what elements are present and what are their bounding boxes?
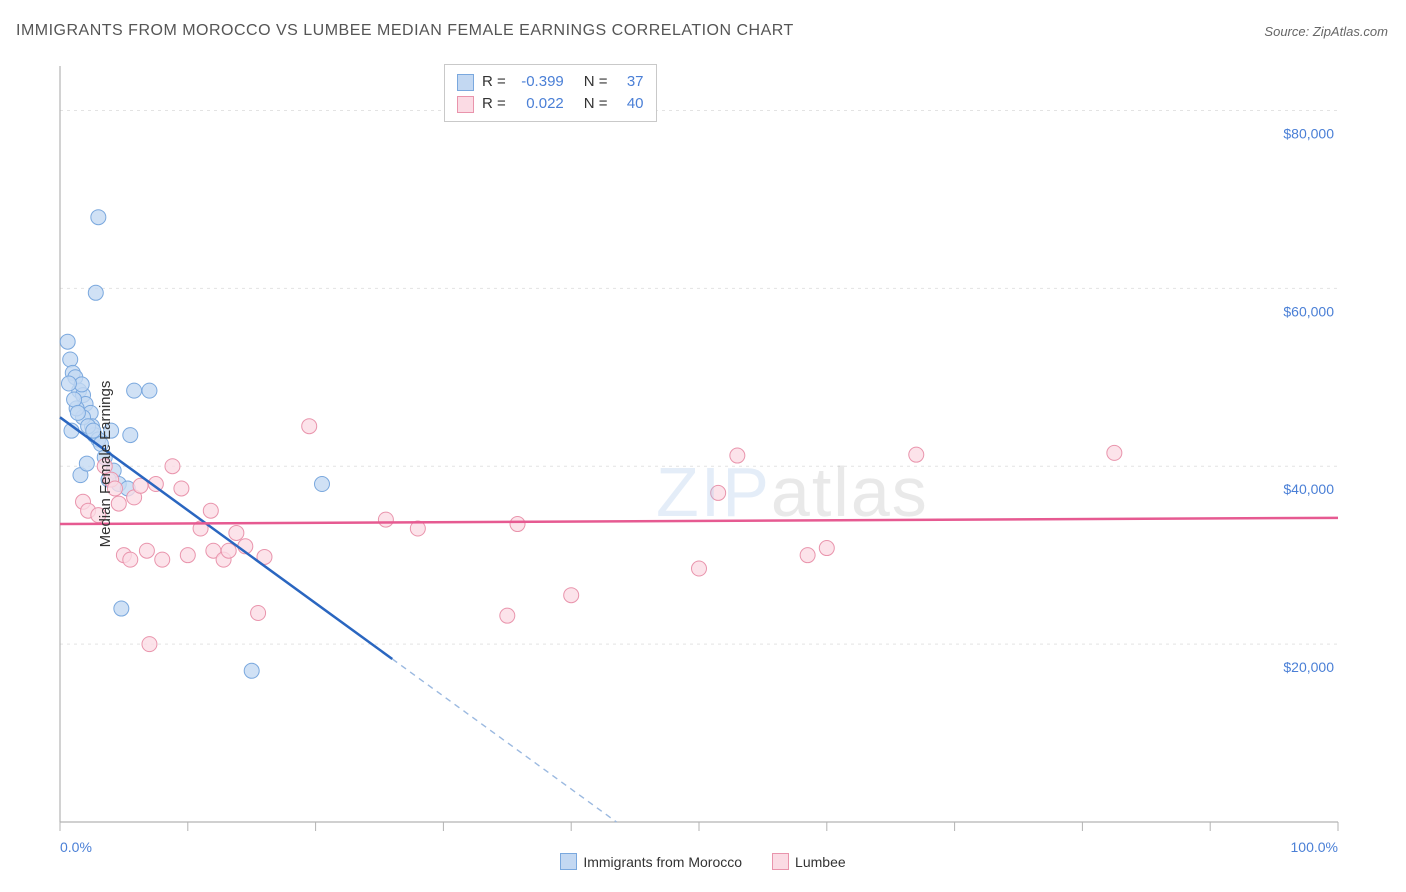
stats-r-label: R = (482, 71, 506, 93)
legend-swatch-lumbee (772, 853, 789, 870)
source-name: ZipAtlas.com (1313, 24, 1388, 39)
svg-text:$40,000: $40,000 (1283, 481, 1334, 497)
svg-text:$60,000: $60,000 (1283, 303, 1334, 319)
stats-n-label: N = (584, 93, 608, 115)
y-axis-label: Median Female Earnings (97, 381, 114, 548)
source-label: Source: (1264, 24, 1309, 39)
legend-item-morocco: Immigrants from Morocco (560, 853, 742, 870)
stats-swatch-morocco (457, 74, 474, 91)
stats-n-value: 37 (616, 71, 644, 93)
series-legend: Immigrants from Morocco Lumbee (16, 853, 1390, 870)
correlation-stats-legend: R = -0.399 N = 37 R = 0.022 N = 40 (444, 64, 657, 122)
chart-title: IMMIGRANTS FROM MOROCCO VS LUMBEE MEDIAN… (16, 22, 794, 40)
stats-r-value: 0.022 (514, 93, 564, 115)
legend-swatch-morocco (560, 853, 577, 870)
stats-r-label: R = (482, 93, 506, 115)
legend-item-lumbee: Lumbee (772, 853, 846, 870)
scatter-chart: $20,000$40,000$60,000$80,0000.0%100.0% (16, 52, 1390, 876)
stats-row-lumbee: R = 0.022 N = 40 (457, 93, 644, 115)
chart-container: Median Female Earnings $20,000 $40,000 $60… (16, 52, 1390, 876)
svg-text:$20,000: $20,000 (1283, 659, 1334, 675)
stats-n-label: N = (584, 71, 608, 93)
legend-label-morocco: Immigrants from Morocco (583, 854, 742, 870)
stats-r-value: -0.399 (514, 71, 564, 93)
svg-text:$80,000: $80,000 (1283, 125, 1334, 141)
stats-row-morocco: R = -0.399 N = 37 (457, 71, 644, 93)
source-attribution: Source: ZipAtlas.com (1264, 24, 1388, 39)
stats-n-value: 40 (616, 93, 644, 115)
stats-swatch-lumbee (457, 96, 474, 113)
legend-label-lumbee: Lumbee (795, 854, 846, 870)
